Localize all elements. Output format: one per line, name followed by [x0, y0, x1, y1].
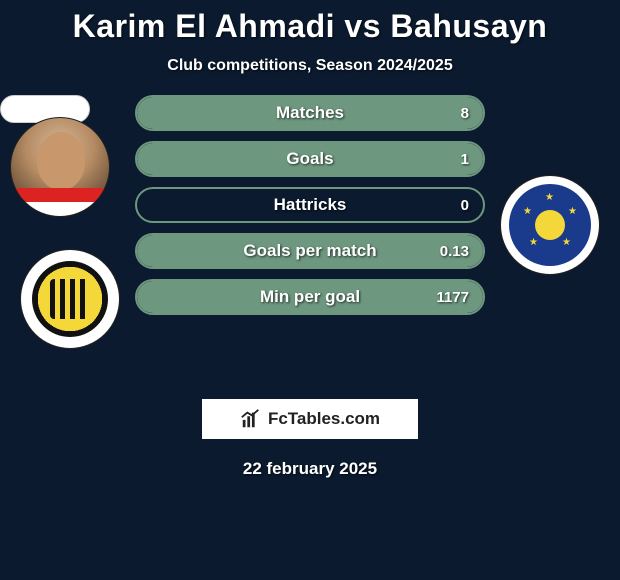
- stat-label: Hattricks: [137, 189, 483, 221]
- stat-row-matches: Matches 8: [135, 95, 485, 131]
- stat-label: Matches: [137, 97, 483, 129]
- stat-value: 1177: [436, 281, 469, 313]
- stat-row-goals-per-match: Goals per match 0.13: [135, 233, 485, 269]
- stat-value: 8: [461, 97, 469, 129]
- stat-value: 1: [461, 143, 469, 175]
- stats-list: Matches 8 Goals 1 Hattricks 0 Goals per …: [135, 95, 485, 325]
- comparison-card: Karim El Ahmadi vs Bahusayn Club competi…: [0, 0, 620, 580]
- branding-box: FcTables.com: [202, 399, 418, 439]
- branding-label: FcTables.com: [268, 409, 380, 429]
- page-title: Karim El Ahmadi vs Bahusayn: [0, 0, 620, 45]
- content-area: ★ ★ ★ ★ ★ Matches 8 Goals 1 Hat: [0, 95, 620, 395]
- stat-row-goals: Goals 1: [135, 141, 485, 177]
- stat-label: Goals per match: [137, 235, 483, 267]
- subtitle: Club competitions, Season 2024/2025: [0, 57, 620, 75]
- bar-chart-icon: [240, 408, 262, 430]
- stat-value: 0.13: [440, 235, 469, 267]
- stat-row-min-per-goal: Min per goal 1177: [135, 279, 485, 315]
- date-label: 22 february 2025: [0, 459, 620, 479]
- stat-row-hattricks: Hattricks 0: [135, 187, 485, 223]
- left-club-badge: [20, 249, 120, 349]
- left-player-avatar: [10, 117, 110, 217]
- right-club-badge: ★ ★ ★ ★ ★: [500, 175, 600, 275]
- stat-value: 0: [461, 189, 469, 221]
- stat-label: Min per goal: [137, 281, 483, 313]
- stat-label: Goals: [137, 143, 483, 175]
